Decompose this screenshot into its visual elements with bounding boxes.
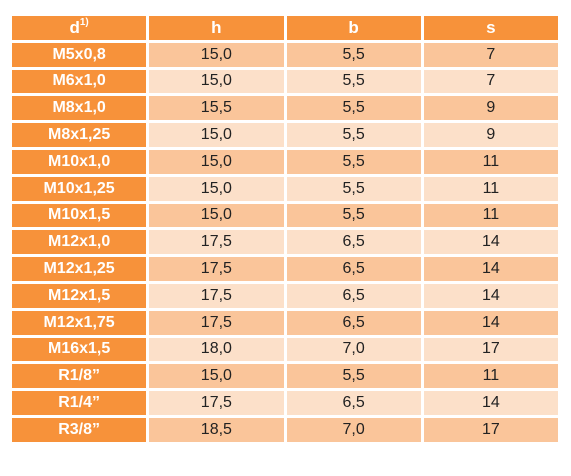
cell-b: 5,5 — [286, 364, 421, 389]
cell-b: 6,5 — [286, 310, 421, 335]
cell-h: 18,5 — [149, 417, 284, 442]
cell-d: M12x1,25 — [12, 257, 147, 281]
table-row: M8x1,0 15,5 5,5 9 — [12, 96, 558, 121]
cell-b: 5,5 — [286, 96, 421, 121]
header-d-footnote: 1) — [79, 16, 89, 28]
cell-s: 17 — [423, 417, 558, 442]
header-s: s — [423, 16, 558, 40]
table-row: M8x1,25 15,0 5,5 9 — [12, 123, 558, 147]
table-body: M5x0,8 15,0 5,5 7 M6x1,0 15,0 5,5 7 M8x1,0 15,5 5,… — [12, 42, 558, 442]
cell-b: 5,5 — [286, 176, 421, 201]
cell-s: 14 — [423, 391, 558, 415]
table-row: R1/4” 17,5 6,5 14 — [12, 391, 558, 415]
cell-d: M6x1,0 — [12, 69, 147, 94]
cell-h: 15,0 — [149, 42, 284, 67]
cell-h: 18,0 — [149, 337, 284, 362]
cell-h: 15,0 — [149, 364, 284, 389]
cell-h: 15,0 — [149, 149, 284, 174]
header-row: d1) h b s — [12, 16, 558, 40]
table-row: R3/8” 18,5 7,0 17 — [12, 417, 558, 442]
header-d: d1) — [12, 16, 147, 40]
table-row: M12x1,25 17,5 6,5 14 — [12, 257, 558, 281]
cell-d: M10x1,25 — [12, 176, 147, 201]
table-row: M12x1,75 17,5 6,5 14 — [12, 310, 558, 335]
cell-b: 6,5 — [286, 283, 421, 308]
cell-b: 5,5 — [286, 69, 421, 94]
cell-d: M10x1,0 — [12, 149, 147, 174]
table-row: M6x1,0 15,0 5,5 7 — [12, 69, 558, 94]
cell-d: M8x1,25 — [12, 123, 147, 147]
cell-h: 15,0 — [149, 69, 284, 94]
cell-s: 14 — [423, 283, 558, 308]
cell-h: 15,5 — [149, 96, 284, 121]
cell-h: 17,5 — [149, 310, 284, 335]
cell-h: 17,5 — [149, 283, 284, 308]
cell-d: M16x1,5 — [12, 337, 147, 362]
table-row: M5x0,8 15,0 5,5 7 — [12, 42, 558, 67]
table-row: M10x1,25 15,0 5,5 11 — [12, 176, 558, 201]
cell-h: 17,5 — [149, 230, 284, 255]
table-row: M10x1,5 15,0 5,5 11 — [12, 203, 558, 228]
cell-s: 14 — [423, 230, 558, 255]
cell-h: 15,0 — [149, 123, 284, 147]
cell-d: M12x1,0 — [12, 230, 147, 255]
cell-b: 5,5 — [286, 123, 421, 147]
cell-b: 5,5 — [286, 203, 421, 228]
cell-d: M12x1,75 — [12, 310, 147, 335]
cell-d: R3/8” — [12, 417, 147, 442]
cell-d: M12x1,5 — [12, 283, 147, 308]
table-row: M10x1,0 15,0 5,5 11 — [12, 149, 558, 174]
cell-s: 9 — [423, 96, 558, 121]
cell-s: 9 — [423, 123, 558, 147]
cell-d: R1/8” — [12, 364, 147, 389]
cell-b: 6,5 — [286, 257, 421, 281]
cell-b: 6,5 — [286, 230, 421, 255]
cell-h: 15,0 — [149, 203, 284, 228]
cell-s: 11 — [423, 176, 558, 201]
table-row: M12x1,0 17,5 6,5 14 — [12, 230, 558, 255]
header-h: h — [149, 16, 284, 40]
dimension-table-container: d1) h b s M5x0,8 15,0 5,5 7 M6x1,0 15,0 5,5 7 M8… — [12, 16, 558, 442]
table-row: R1/8” 15,0 5,5 11 — [12, 364, 558, 389]
cell-b: 5,5 — [286, 149, 421, 174]
cell-s: 14 — [423, 257, 558, 281]
cell-d: M10x1,5 — [12, 203, 147, 228]
cell-h: 15,0 — [149, 176, 284, 201]
cell-s: 11 — [423, 149, 558, 174]
cell-b: 5,5 — [286, 42, 421, 67]
cell-d: M5x0,8 — [12, 42, 147, 67]
cell-h: 17,5 — [149, 257, 284, 281]
cell-b: 6,5 — [286, 391, 421, 415]
cell-d: R1/4” — [12, 391, 147, 415]
cell-b: 7,0 — [286, 417, 421, 442]
dimension-table: d1) h b s M5x0,8 15,0 5,5 7 M6x1,0 15,0 5,5 7 M8… — [9, 13, 561, 445]
cell-d: M8x1,0 — [12, 96, 147, 121]
cell-s: 11 — [423, 364, 558, 389]
cell-s: 11 — [423, 203, 558, 228]
cell-s: 7 — [423, 42, 558, 67]
cell-b: 7,0 — [286, 337, 421, 362]
cell-s: 14 — [423, 310, 558, 335]
header-b: b — [286, 16, 421, 40]
cell-h: 17,5 — [149, 391, 284, 415]
cell-s: 7 — [423, 69, 558, 94]
table-row: M12x1,5 17,5 6,5 14 — [12, 283, 558, 308]
table-row: M16x1,5 18,0 7,0 17 — [12, 337, 558, 362]
cell-s: 17 — [423, 337, 558, 362]
